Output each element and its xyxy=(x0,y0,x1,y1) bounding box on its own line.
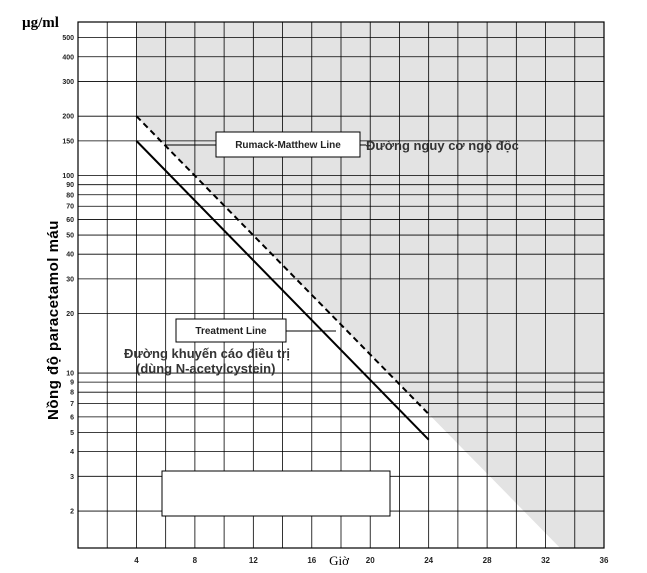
y-tick-label: 400 xyxy=(62,54,74,61)
y-tick-label: 3 xyxy=(70,474,74,481)
y-tick-label: 40 xyxy=(66,252,74,259)
rumack-label-box xyxy=(215,131,361,158)
y-tick-label: 100 xyxy=(62,173,74,180)
series-lines xyxy=(135,115,430,441)
y-tick-label: 9 xyxy=(70,380,74,387)
x-tick-label: 16 xyxy=(307,556,316,565)
y-tick-label: 4 xyxy=(70,449,74,456)
treatment-annotation-2: (dùng N-acetylcystein) xyxy=(136,361,275,376)
x-tick-label: 8 xyxy=(193,556,198,565)
y-tick-label: 150 xyxy=(62,138,74,145)
y-tick-label: 10 xyxy=(66,371,74,378)
y-tick-label: 20 xyxy=(66,311,74,318)
x-tick-label: 32 xyxy=(541,556,550,565)
y-tick-labels: 2 3 4 5 6 7 8 9 10 20 30 40 50 60 70 80 90 100 150 200 300 40… xyxy=(62,35,74,515)
y-unit-label: µg/ml xyxy=(22,15,59,31)
y-tick-label: 60 xyxy=(66,217,74,224)
y-tick-label: 300 xyxy=(62,79,74,86)
x-tick-label: 28 xyxy=(483,556,492,565)
x-tick-label: 4 xyxy=(134,556,139,565)
y-tick-label: 200 xyxy=(62,114,74,121)
y-tick-label: 7 xyxy=(70,401,74,408)
y-tick-label: 2 xyxy=(70,509,74,516)
y-tick-label: 50 xyxy=(66,233,74,240)
toxic-annotation: Đường nguy cơ ngộ độc xyxy=(366,138,519,153)
treatment-annotation-1: Đường khuyến cáo điều trị xyxy=(124,346,290,361)
y-tick-label: 6 xyxy=(70,414,74,421)
x-tick-label: 36 xyxy=(600,556,609,565)
y-tick-label: 70 xyxy=(66,204,74,211)
y-tick-label: 8 xyxy=(70,390,74,397)
y-tick-label: 5 xyxy=(70,430,74,437)
plot-frame xyxy=(77,21,605,549)
grid xyxy=(78,22,604,548)
treatment-label: Treatment Line xyxy=(195,326,267,337)
x-tick-label: 24 xyxy=(424,556,433,565)
y-tick-label: 80 xyxy=(66,192,74,199)
y-tick-label: 500 xyxy=(62,35,74,42)
y-tick-label: 30 xyxy=(66,276,74,283)
blank-box xyxy=(161,470,391,517)
x-tick-label: 20 xyxy=(366,556,375,565)
rumack-label: Rumack-Matthew Line xyxy=(235,140,341,151)
x-tick-label: 12 xyxy=(249,556,258,565)
x-tick-labels: 4 8 12 16 20 24 28 32 36 xyxy=(134,556,609,565)
x-axis-label: Giờ xyxy=(329,553,350,568)
treatment-line xyxy=(135,140,430,441)
y-axis-label: Nồng độ paracetamol máu xyxy=(45,220,62,420)
y-tick-label: 90 xyxy=(66,182,74,189)
